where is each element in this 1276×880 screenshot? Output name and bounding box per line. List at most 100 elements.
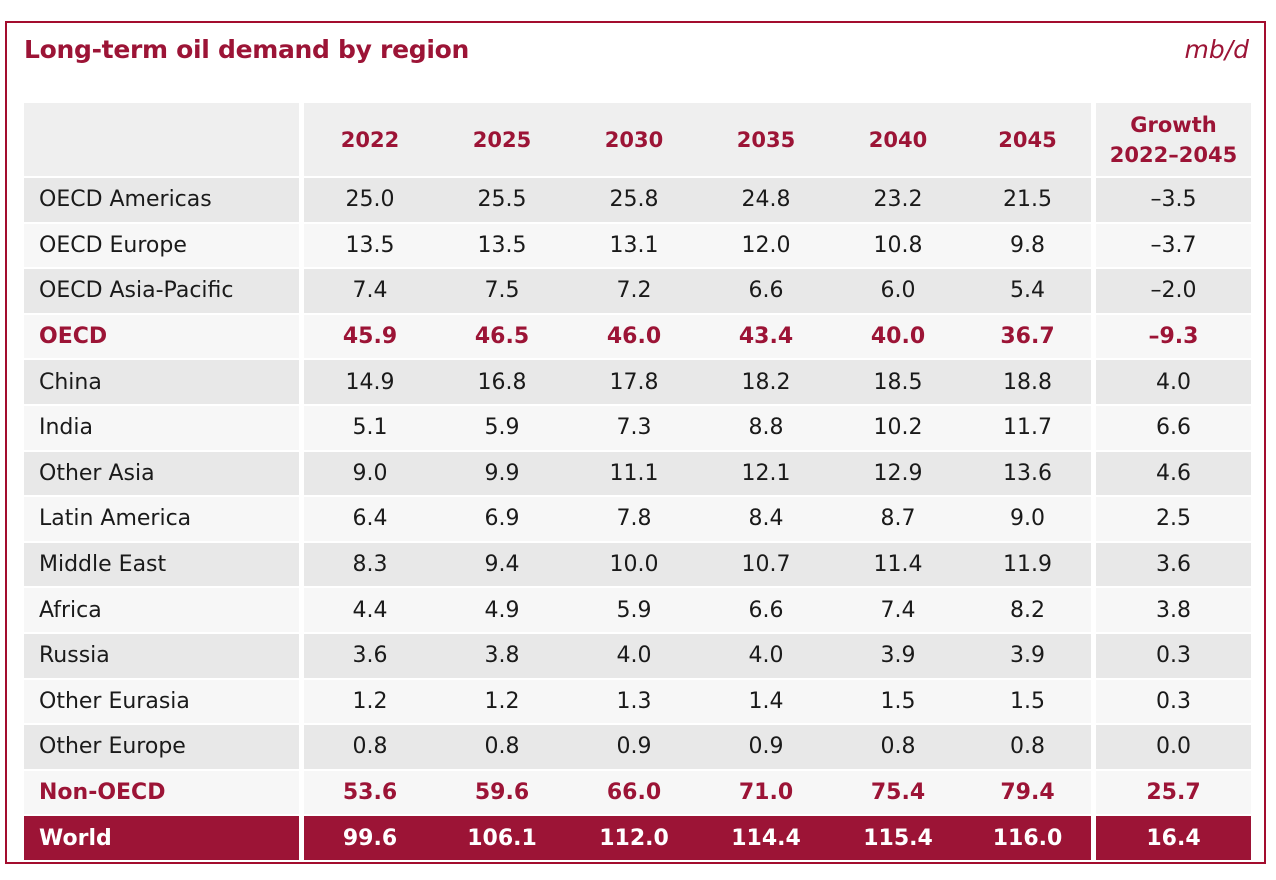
value-cell: 18.5 (832, 360, 964, 406)
value-cell: 7.8 (568, 497, 700, 543)
value-cell: 23.2 (832, 178, 964, 224)
value-cell: 53.6 (304, 770, 436, 817)
year-header: 2045 (964, 103, 1096, 178)
region-cell: OECD Europe (24, 223, 304, 270)
value-cell: 13.6 (964, 451, 1096, 498)
value-cell: 10.8 (832, 223, 964, 270)
year-header: 2022 (304, 103, 436, 178)
year-header: 2040 (832, 103, 964, 178)
growth-header: Growth 2022–2045 (1096, 103, 1251, 178)
table-row: OECD Europe 13.5 13.5 13.1 12.0 10.8 9.8 –3.7 (24, 223, 1251, 270)
value-cell: 11.9 (964, 542, 1096, 589)
table-row: Latin America 6.4 6.9 7.8 8.4 8.7 9.0 2.5 (24, 497, 1251, 543)
value-cell: 6.6 (700, 269, 832, 315)
growth-cell: 3.8 (1096, 588, 1251, 634)
value-cell: 11.7 (964, 405, 1096, 452)
value-cell: 25.0 (304, 178, 436, 224)
growth-cell: 4.6 (1096, 451, 1251, 498)
header-row: 2022 2025 2030 2035 2040 2045 Growth 202… (24, 103, 1251, 178)
unit-label: mb/d (1184, 35, 1249, 64)
table-row: Middle East 8.3 9.4 10.0 10.7 11.4 11.9 3.6 (24, 542, 1251, 589)
table-row: China 14.9 16.8 17.8 18.2 18.5 18.8 4.0 (24, 360, 1251, 406)
value-cell: 3.9 (832, 633, 964, 680)
value-cell: 10.0 (568, 542, 700, 589)
value-cell: 8.8 (700, 405, 832, 452)
value-cell: 14.9 (304, 360, 436, 406)
value-cell: 8.4 (700, 497, 832, 543)
table-row: World 99.6 106.1 112.0 114.4 115.4 116.0 16.4 (24, 816, 1251, 862)
value-cell: 6.6 (700, 588, 832, 634)
value-cell: 25.5 (436, 178, 568, 224)
value-cell: 10.2 (832, 405, 964, 452)
value-cell: 24.8 (700, 178, 832, 224)
region-cell: India (24, 405, 304, 452)
growth-header-line2: 2022–2045 (1109, 142, 1238, 167)
year-header: 2035 (700, 103, 832, 178)
value-cell: 46.0 (568, 314, 700, 361)
table-row: Africa 4.4 4.9 5.9 6.6 7.4 8.2 3.8 (24, 588, 1251, 634)
value-cell: 12.0 (700, 223, 832, 270)
value-cell: 7.4 (832, 588, 964, 634)
table-row: Russia 3.6 3.8 4.0 4.0 3.9 3.9 0.3 (24, 633, 1251, 680)
region-cell: China (24, 360, 304, 406)
value-cell: 0.8 (964, 725, 1096, 771)
growth-cell: 3.6 (1096, 542, 1251, 589)
growth-cell: 0.3 (1096, 633, 1251, 680)
table-frame: Long-term oil demand by region mb/d 2022… (5, 21, 1266, 864)
value-cell: 17.8 (568, 360, 700, 406)
table-row: OECD Asia-Pacific 7.4 7.5 7.2 6.6 6.0 5.4 –2.0 (24, 269, 1251, 315)
value-cell: 25.8 (568, 178, 700, 224)
table-row: Other Asia 9.0 9.9 11.1 12.1 12.9 13.6 4.6 (24, 451, 1251, 498)
region-cell: OECD (24, 314, 304, 361)
value-cell: 3.6 (304, 633, 436, 680)
table-row: Other Europe 0.8 0.8 0.9 0.9 0.8 0.8 0.0 (24, 725, 1251, 771)
value-cell: 9.0 (304, 451, 436, 498)
growth-cell: –9.3 (1096, 314, 1251, 361)
value-cell: 5.1 (304, 405, 436, 452)
region-cell: Africa (24, 588, 304, 634)
table-row: Other Eurasia 1.2 1.2 1.3 1.4 1.5 1.5 0.3 (24, 679, 1251, 726)
value-cell: 13.1 (568, 223, 700, 270)
value-cell: 7.4 (304, 269, 436, 315)
table-row: OECD 45.9 46.5 46.0 43.4 40.0 36.7 –9.3 (24, 314, 1251, 361)
value-cell: 8.7 (832, 497, 964, 543)
table-title: Long-term oil demand by region (24, 35, 469, 64)
growth-cell: 2.5 (1096, 497, 1251, 543)
growth-cell: –3.5 (1096, 178, 1251, 224)
value-cell: 6.9 (436, 497, 568, 543)
value-cell: 0.8 (436, 725, 568, 771)
value-cell: 75.4 (832, 770, 964, 817)
growth-cell: 0.3 (1096, 679, 1251, 726)
value-cell: 12.1 (700, 451, 832, 498)
value-cell: 18.2 (700, 360, 832, 406)
region-cell: Other Europe (24, 725, 304, 771)
value-cell: 106.1 (436, 816, 568, 862)
value-cell: 9.8 (964, 223, 1096, 270)
value-cell: 9.9 (436, 451, 568, 498)
value-cell: 0.8 (832, 725, 964, 771)
value-cell: 21.5 (964, 178, 1096, 224)
value-cell: 45.9 (304, 314, 436, 361)
value-cell: 1.5 (964, 679, 1096, 726)
growth-cell: 6.6 (1096, 405, 1251, 452)
value-cell: 8.3 (304, 542, 436, 589)
value-cell: 18.8 (964, 360, 1096, 406)
value-cell: 9.4 (436, 542, 568, 589)
value-cell: 59.6 (436, 770, 568, 817)
table-row: OECD Americas 25.0 25.5 25.8 24.8 23.2 21.5 –3.… (24, 178, 1251, 224)
value-cell: 8.2 (964, 588, 1096, 634)
value-cell: 116.0 (964, 816, 1096, 862)
value-cell: 46.5 (436, 314, 568, 361)
value-cell: 66.0 (568, 770, 700, 817)
value-cell: 4.9 (436, 588, 568, 634)
value-cell: 3.8 (436, 633, 568, 680)
value-cell: 0.9 (568, 725, 700, 771)
value-cell: 71.0 (700, 770, 832, 817)
table-row: Non-OECD 53.6 59.6 66.0 71.0 75.4 79.4 25.7 (24, 770, 1251, 817)
growth-header-line1: Growth (1130, 112, 1217, 137)
value-cell: 0.9 (700, 725, 832, 771)
region-cell: OECD Americas (24, 178, 304, 224)
value-cell: 40.0 (832, 314, 964, 361)
value-cell: 1.5 (832, 679, 964, 726)
value-cell: 10.7 (700, 542, 832, 589)
